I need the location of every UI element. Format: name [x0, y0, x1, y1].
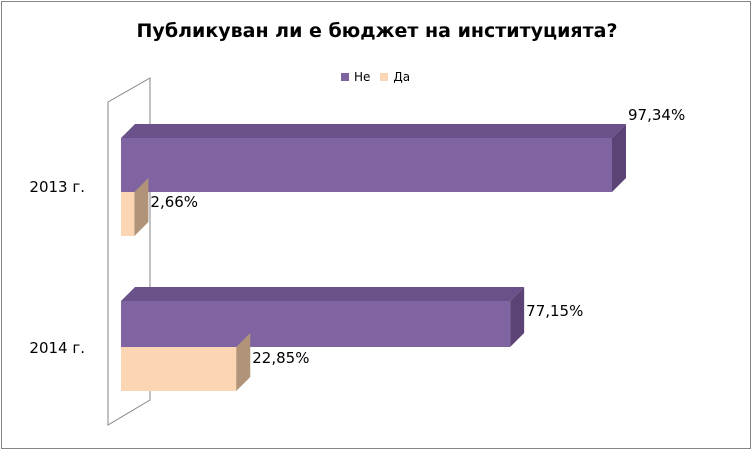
data-label-0-1: 77,15%: [526, 302, 583, 320]
legend-label-da: Да: [393, 70, 411, 84]
bar-top-0-0: [121, 124, 626, 138]
chart-title: Публикуван ли е бюджет на институцията?: [136, 20, 618, 42]
category-label-1: 2014 г.: [29, 339, 85, 357]
bar-side-0-0: [612, 124, 626, 192]
bar-0-1: [121, 301, 511, 347]
legend-item-da: Да: [380, 70, 410, 84]
legend-swatch-ne: [341, 73, 349, 81]
bar-top-0-1: [121, 287, 525, 301]
legend-item-ne: Не: [341, 70, 370, 84]
bar-0-0: [121, 138, 612, 192]
bar-1-0: [121, 192, 135, 236]
category-label-0: 2013 г.: [29, 178, 85, 196]
data-label-0-0: 97,34%: [628, 106, 685, 124]
legend-label-ne: Не: [354, 70, 371, 84]
bar-1-1: [121, 347, 237, 391]
bar-side-1-1: [236, 333, 251, 391]
legend-swatch-da: [380, 73, 389, 81]
bar-side-1-0: [134, 178, 149, 236]
axis-wall: [107, 77, 151, 426]
bar-side-0-1: [510, 287, 525, 347]
chart-legend: Не Да: [341, 70, 420, 84]
data-label-1-1: 22,85%: [252, 349, 309, 367]
data-label-1-0: 2,66%: [150, 193, 198, 211]
